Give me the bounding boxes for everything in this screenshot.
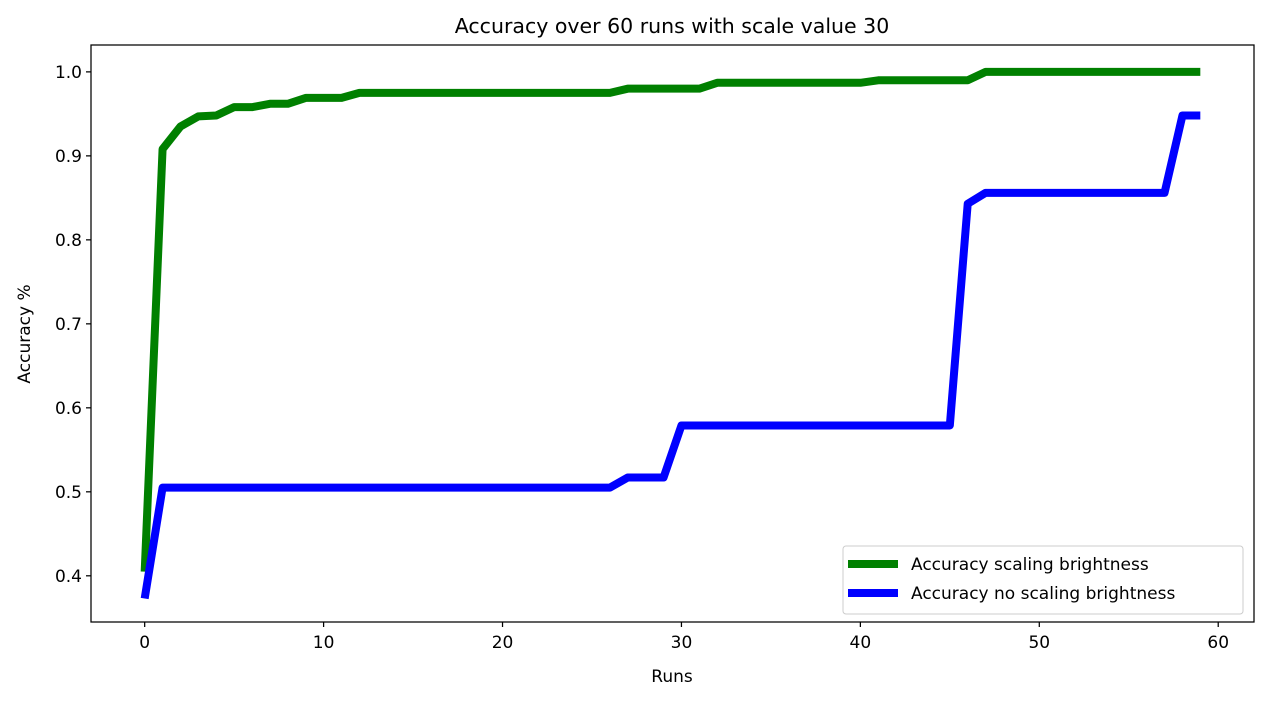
x-tick-label: 20 (492, 633, 514, 653)
legend-label-2: Accuracy no scaling brightness (911, 584, 1175, 604)
series-line-1 (140, 67, 1201, 572)
x-tick-label: 30 (671, 633, 693, 653)
chart-title: Accuracy over 60 runs with scale value 3… (455, 14, 890, 38)
legend-label-1: Accuracy scaling brightness (911, 555, 1149, 575)
y-tick-label: 0.4 (55, 567, 82, 587)
plot-frame (90, 44, 1255, 623)
y-axis-title: Accuracy % (15, 284, 35, 383)
series-line-2 (140, 111, 1201, 600)
x-axis-title: Runs (651, 667, 693, 687)
x-tick-label: 40 (850, 633, 872, 653)
x-tick-label: 0 (139, 633, 150, 653)
axes-layer: 0 10 20 30 40 50 60 0.4 0.5 0.6 0.7 0.8 0.9 1.0 (55, 44, 1255, 653)
x-tick-label: 10 (313, 633, 335, 653)
y-tick-label: 0.6 (55, 399, 82, 419)
y-tick-label: 0.9 (55, 147, 82, 167)
series-layer (140, 67, 1201, 600)
legend: Accuracy scaling brightness Accuracy no s… (842, 545, 1244, 615)
y-tick-label: 0.8 (55, 231, 82, 251)
y-tick-label: 0.5 (55, 483, 82, 503)
x-tick-label: 60 (1207, 633, 1229, 653)
y-tick-label: 1.0 (55, 63, 82, 83)
x-tick-label: 50 (1028, 633, 1050, 653)
legend-box (842, 545, 1244, 615)
y-tick-label: 0.7 (55, 315, 82, 335)
